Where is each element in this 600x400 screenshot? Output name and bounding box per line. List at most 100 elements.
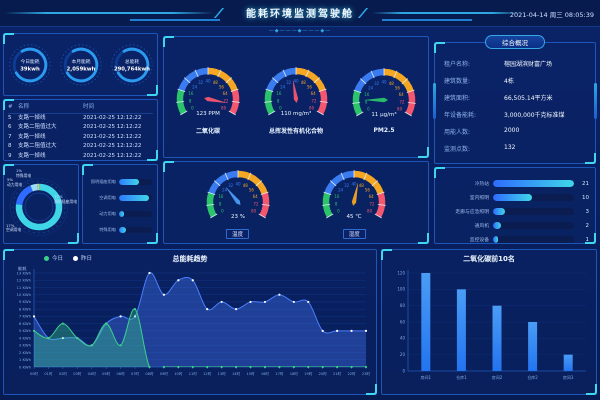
trend-legend: 今日 昨日 — [44, 254, 92, 262]
svg-text:10时: 10时 — [174, 371, 183, 376]
svg-text:60: 60 — [400, 319, 406, 324]
svg-text:24: 24 — [338, 187, 344, 192]
energy-bar-fill — [119, 227, 127, 233]
kpi-rings-panel: 今日能耗 39kwh 本月能耗 2,059kwh 总能耗 290,764kwh — [3, 33, 158, 96]
overview-row-1: 建筑数量: 4栋 — [435, 72, 595, 89]
trend-legend-item-1[interactable]: 昨日 — [73, 254, 92, 262]
alarm-table-panel: # 名称 时间 5 支路一掉线 2021-02-25 12:12:22 6 支路二阻值过大 2… — [3, 99, 158, 161]
svg-text:24: 24 — [222, 187, 228, 192]
overview-value: 4栋 — [504, 78, 514, 85]
donut-label-0: 77% 照明插座用电 — [54, 194, 77, 204]
air-gauge-1: 0 8 16 24 32 40 48 56 64 72 80 110 mg/m³ 总挥发性有机化合物 — [253, 63, 339, 135]
svg-text:23 %: 23 % — [231, 214, 245, 220]
svg-text:64: 64 — [252, 194, 258, 199]
svg-text:04时: 04时 — [88, 371, 97, 376]
energy-bar-row-0: 照明插座用电 — [86, 179, 152, 185]
trend-area-chart: 0 KWh 1 KWh 2 KWh 3 KWh 4 KWh 5 KWh 6 KWh 7 KWh… — [16, 265, 370, 376]
alarm-time: 2021-02-25 12:12:22 — [83, 124, 142, 130]
svg-text:12 KWh: 12 KWh — [16, 278, 31, 283]
header-datetime: 2021-04-14 周三 08:05:39 — [509, 11, 594, 19]
svg-text:40: 40 — [205, 78, 211, 83]
env-gauge-1: 0 8 16 24 32 40 48 56 64 72 80 45 ℃ 湿度 — [311, 166, 397, 239]
svg-text:24: 24 — [280, 84, 286, 89]
air-gauge-0: 0 8 16 24 32 40 48 56 64 72 80 123 PPM 二氧化碳 — [165, 63, 251, 135]
svg-text:40: 40 — [381, 79, 387, 84]
svg-text:22时: 22时 — [347, 371, 356, 376]
svg-text:3 KWh: 3 KWh — [19, 343, 32, 348]
svg-text:能耗: 能耗 — [18, 265, 27, 272]
svg-text:16: 16 — [335, 194, 341, 199]
svg-text:03时: 03时 — [73, 371, 82, 376]
device-bar-fill — [493, 180, 574, 187]
svg-text:16: 16 — [218, 194, 224, 199]
energy-bar-track — [119, 195, 152, 201]
device-bar-track — [493, 208, 574, 215]
alarm-table-body: 5 支路一掉线 2021-02-25 12:12:22 6 支路二阻值过大 2021-02… — [8, 114, 153, 162]
device-bar-label: 冷热站 — [474, 182, 489, 187]
overview-row-4: 用能人数: 2000 — [435, 123, 595, 140]
svg-text:0: 0 — [402, 368, 405, 373]
overview-edge-deco-left — [433, 83, 436, 119]
svg-text:80: 80 — [309, 105, 315, 110]
svg-text:32: 32 — [198, 80, 204, 85]
env-gauge-0: 0 8 16 24 32 40 48 56 64 72 80 23 % 温度 — [195, 166, 281, 239]
svg-text:8: 8 — [335, 201, 338, 206]
svg-text:房间2: 房间2 — [492, 374, 503, 380]
device-bar-row-1: 室内照明 10 — [441, 194, 589, 201]
alarm-index: 7 — [8, 133, 12, 140]
svg-text:0: 0 — [279, 105, 282, 110]
svg-text:11时: 11时 — [189, 371, 198, 376]
svg-text:16时: 16时 — [261, 371, 270, 376]
device-count-bars-panel: 冷热站 21 室内照明 10 走廊与应急照明 3 通风机 2 监控设备 1 — [434, 167, 596, 244]
alarm-row: 5 支路一掉线 2021-02-25 12:12:22 — [8, 114, 153, 124]
svg-text:40: 40 — [293, 78, 299, 83]
svg-text:48: 48 — [359, 183, 365, 188]
device-bar-row-0: 冷热站 21 — [441, 180, 589, 187]
svg-text:8: 8 — [218, 201, 221, 206]
svg-text:0 KWh: 0 KWh — [19, 364, 32, 369]
svg-text:09时: 09时 — [160, 371, 169, 376]
svg-text:9 KWh: 9 KWh — [19, 299, 32, 304]
svg-text:32: 32 — [228, 183, 234, 188]
svg-text:房间1: 房间1 — [421, 374, 432, 380]
page-title: 能耗环境监测驾驶舱 — [246, 9, 354, 20]
svg-text:总能耗: 总能耗 — [124, 58, 139, 65]
kpi-ring-2: 总能耗 290,764kwh — [108, 39, 156, 91]
device-bar-value: 2 — [585, 222, 590, 229]
svg-text:8: 8 — [277, 98, 280, 103]
svg-text:16: 16 — [364, 92, 370, 97]
energy-bar-fill — [119, 211, 125, 217]
svg-text:8 KWh: 8 KWh — [19, 306, 32, 311]
donut-label-1: 17% 空调用电 — [6, 222, 22, 233]
svg-text:32: 32 — [374, 81, 380, 86]
device-bar-fill — [493, 222, 501, 229]
svg-text:11 μg/m³: 11 μg/m³ — [371, 111, 396, 118]
svg-text:12时: 12时 — [203, 371, 212, 376]
svg-text:21时: 21时 — [333, 371, 342, 376]
trend-legend-dot — [73, 255, 79, 261]
alarm-col-header: 名称 — [18, 104, 30, 110]
svg-text:56: 56 — [395, 85, 401, 90]
svg-text:80: 80 — [400, 303, 406, 308]
overview-row-2: 建筑面积: 66,505.14平方米 — [435, 89, 595, 106]
svg-text:24: 24 — [192, 84, 198, 89]
svg-text:290,764kwh: 290,764kwh — [113, 66, 149, 72]
air-gauge-1-label: 总挥发性有机化合物 — [268, 128, 323, 135]
overview-title: 综合概况 — [485, 35, 545, 49]
svg-text:40: 40 — [352, 181, 358, 186]
header-deco-line-right — [372, 12, 522, 14]
svg-text:72: 72 — [223, 98, 229, 103]
device-bar-row-4: 监控设备 1 — [441, 236, 589, 243]
svg-text:80: 80 — [367, 208, 373, 213]
svg-text:24: 24 — [368, 85, 374, 90]
svg-text:40: 40 — [400, 336, 406, 341]
svg-text:1 KWh: 1 KWh — [19, 357, 32, 362]
alarm-index: 5 — [8, 114, 12, 121]
device-bar-fill — [493, 236, 498, 243]
trend-legend-dot — [44, 255, 49, 261]
svg-text:仓库1: 仓库1 — [456, 374, 467, 380]
trend-legend-item-0[interactable]: 今日 — [44, 254, 63, 262]
svg-text:15时: 15时 — [246, 371, 255, 376]
svg-text:2,059kwh: 2,059kwh — [66, 66, 95, 72]
air-gauge-2: 0 8 16 24 32 40 48 56 64 72 80 11 μg/m³ PM2.5 — [341, 64, 427, 134]
